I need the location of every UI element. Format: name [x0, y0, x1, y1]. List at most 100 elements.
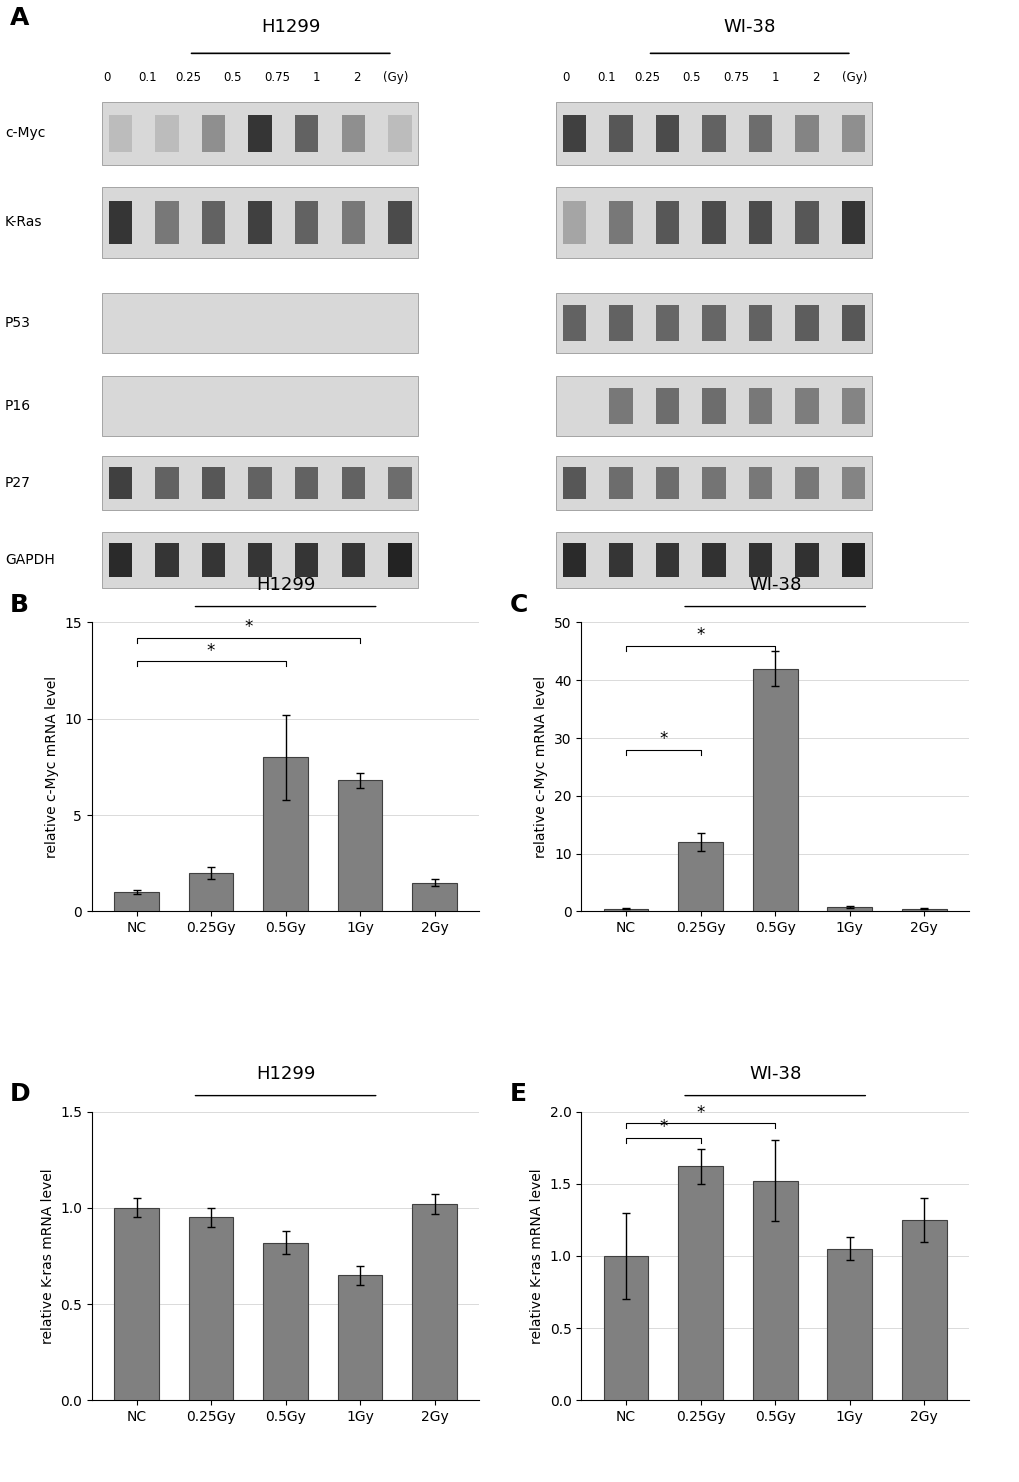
- Text: (Gy): (Gy): [842, 71, 866, 84]
- Bar: [294, 544, 318, 576]
- Bar: [655, 202, 679, 243]
- Text: *: *: [696, 1104, 704, 1122]
- Bar: [655, 114, 679, 153]
- Text: WI-38: WI-38: [722, 18, 775, 36]
- Bar: [337, 781, 382, 911]
- Bar: [155, 467, 178, 499]
- Bar: [752, 668, 797, 911]
- Bar: [341, 114, 365, 153]
- Bar: [655, 388, 679, 424]
- Text: P53: P53: [5, 316, 31, 330]
- Text: GAPDH: GAPDH: [5, 553, 55, 568]
- Bar: [748, 544, 771, 576]
- Text: D: D: [10, 1082, 31, 1106]
- Bar: [752, 1181, 797, 1400]
- Text: A: A: [10, 6, 30, 30]
- Bar: [202, 202, 225, 243]
- Text: 2: 2: [353, 71, 361, 84]
- Bar: [102, 376, 418, 436]
- Bar: [555, 456, 871, 510]
- Text: *: *: [207, 642, 215, 659]
- Bar: [294, 467, 318, 499]
- Bar: [189, 873, 233, 911]
- Bar: [249, 114, 271, 153]
- Bar: [102, 456, 418, 510]
- Text: E: E: [510, 1082, 527, 1106]
- Bar: [901, 908, 946, 911]
- Bar: [388, 114, 412, 153]
- Bar: [109, 114, 132, 153]
- Bar: [189, 1218, 233, 1400]
- Bar: [603, 1257, 648, 1400]
- Y-axis label: relative c-Myc mRNA level: relative c-Myc mRNA level: [45, 676, 59, 858]
- Bar: [608, 202, 632, 243]
- Text: C: C: [510, 593, 528, 617]
- Bar: [701, 305, 726, 341]
- Bar: [102, 102, 418, 165]
- Bar: [748, 305, 771, 341]
- Text: 0: 0: [103, 71, 111, 84]
- Text: H1299: H1299: [261, 18, 320, 36]
- Bar: [795, 114, 818, 153]
- Bar: [562, 467, 586, 499]
- Text: (Gy): (Gy): [383, 71, 408, 84]
- Bar: [655, 467, 679, 499]
- Bar: [102, 187, 418, 258]
- Bar: [388, 202, 412, 243]
- Text: *: *: [696, 625, 704, 645]
- Text: *: *: [658, 1117, 666, 1137]
- Bar: [155, 544, 178, 576]
- Bar: [412, 882, 457, 911]
- Bar: [795, 202, 818, 243]
- Bar: [608, 114, 632, 153]
- Bar: [562, 114, 586, 153]
- Text: WI-38: WI-38: [748, 575, 801, 593]
- Bar: [388, 544, 412, 576]
- Bar: [748, 114, 771, 153]
- Y-axis label: relative K-ras mRNA level: relative K-ras mRNA level: [530, 1168, 543, 1344]
- Bar: [341, 202, 365, 243]
- Bar: [249, 467, 271, 499]
- Bar: [341, 467, 365, 499]
- Text: K-Ras: K-Ras: [5, 215, 43, 230]
- Bar: [608, 467, 632, 499]
- Bar: [337, 1275, 382, 1400]
- Text: 0.75: 0.75: [722, 71, 749, 84]
- Text: 0.5: 0.5: [682, 71, 700, 84]
- Bar: [155, 114, 178, 153]
- Bar: [555, 187, 871, 258]
- Bar: [842, 202, 865, 243]
- Bar: [748, 467, 771, 499]
- Bar: [901, 1220, 946, 1400]
- Bar: [341, 544, 365, 576]
- Bar: [249, 202, 271, 243]
- Bar: [678, 1166, 722, 1400]
- Text: H1299: H1299: [256, 575, 315, 593]
- Bar: [412, 1203, 457, 1400]
- Bar: [294, 114, 318, 153]
- Text: *: *: [244, 618, 253, 636]
- Bar: [202, 544, 225, 576]
- Bar: [562, 305, 586, 341]
- Text: P27: P27: [5, 476, 31, 491]
- Text: 0.25: 0.25: [175, 71, 202, 84]
- Bar: [608, 544, 632, 576]
- Bar: [748, 202, 771, 243]
- Text: 0.25: 0.25: [634, 71, 660, 84]
- Text: 2: 2: [811, 71, 819, 84]
- Bar: [562, 202, 586, 243]
- Text: 0: 0: [561, 71, 570, 84]
- Bar: [114, 1208, 159, 1400]
- Bar: [555, 532, 871, 588]
- Text: 0.5: 0.5: [223, 71, 242, 84]
- Y-axis label: relative K-ras mRNA level: relative K-ras mRNA level: [41, 1168, 54, 1344]
- Bar: [249, 544, 271, 576]
- Text: B: B: [10, 593, 30, 617]
- Bar: [294, 202, 318, 243]
- Bar: [826, 1249, 871, 1400]
- Bar: [842, 114, 865, 153]
- Bar: [263, 1242, 308, 1400]
- Bar: [842, 305, 865, 341]
- Text: H1299: H1299: [256, 1064, 315, 1082]
- Text: 1: 1: [312, 71, 320, 84]
